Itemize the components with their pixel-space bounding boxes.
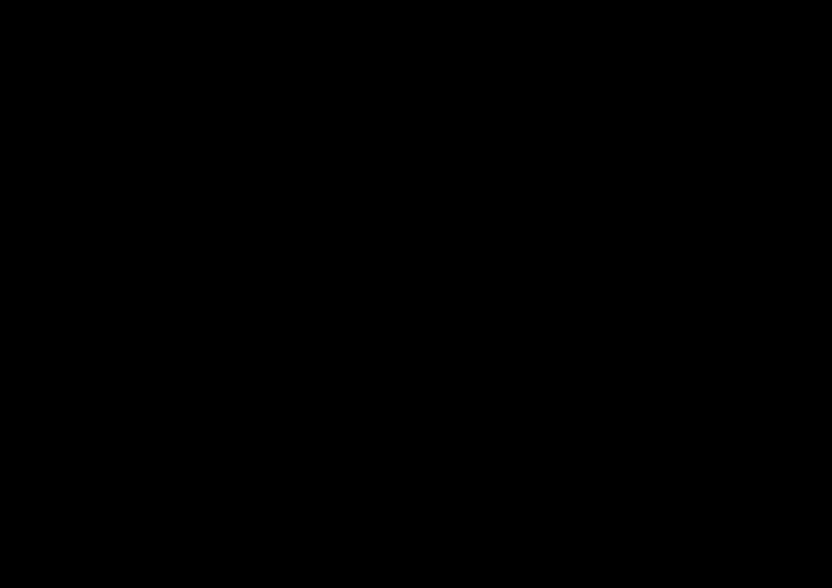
molecule-diagram: HS O OH xyxy=(0,0,832,588)
atom-label-oh: OH xyxy=(599,378,802,513)
bond-c2-oh xyxy=(450,295,610,410)
bond-c1-c2 xyxy=(290,295,450,430)
bond-hs-c1 xyxy=(185,340,290,430)
atom-label-o: O xyxy=(397,23,502,158)
atom-label-hs: HS xyxy=(6,228,194,363)
